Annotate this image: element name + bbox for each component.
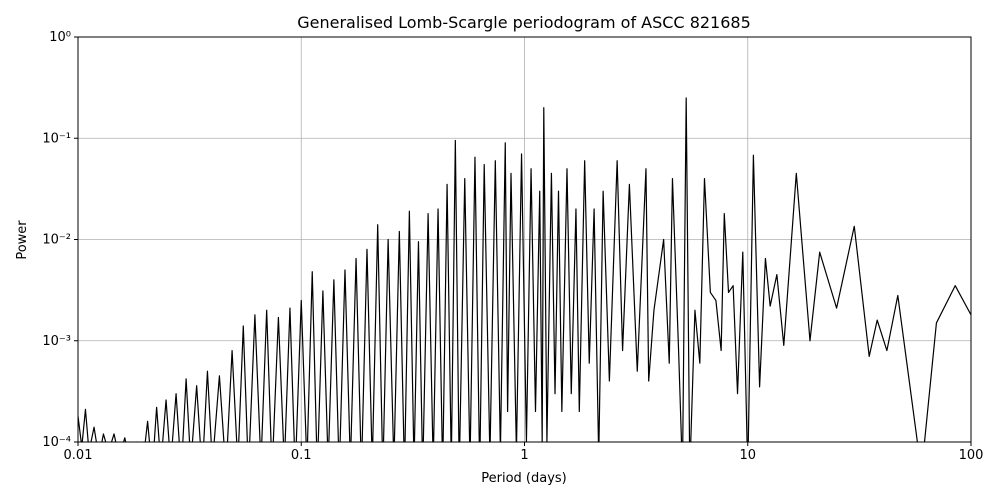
x-tick-label: 10 — [739, 448, 756, 463]
y-tick-label: 10⁻¹ — [42, 131, 71, 146]
y-tick-label: 10⁻² — [42, 233, 71, 248]
y-tick-label: 10⁻⁴ — [42, 435, 71, 450]
x-tick-label: 0.01 — [64, 448, 93, 463]
plot-area — [78, 97, 971, 442]
x-axis-label: Period (days) — [481, 471, 567, 486]
ticks: 0.01 0.1 1 10 100 10⁻⁴ 10⁻³ 10⁻² 10⁻¹ 10⁰ — [42, 30, 983, 463]
x-tick-label: 0.1 — [291, 448, 312, 463]
grid — [77, 36, 972, 443]
x-tick-label: 1 — [520, 448, 528, 463]
periodogram-line — [78, 97, 971, 442]
chart-title: Generalised Lomb-Scargle periodogram of … — [297, 13, 751, 32]
y-axis-label: Power — [15, 220, 30, 260]
y-tick-label: 10⁻³ — [42, 334, 71, 349]
x-tick-label: 100 — [959, 448, 984, 463]
y-tick-label: 10⁰ — [49, 30, 71, 45]
